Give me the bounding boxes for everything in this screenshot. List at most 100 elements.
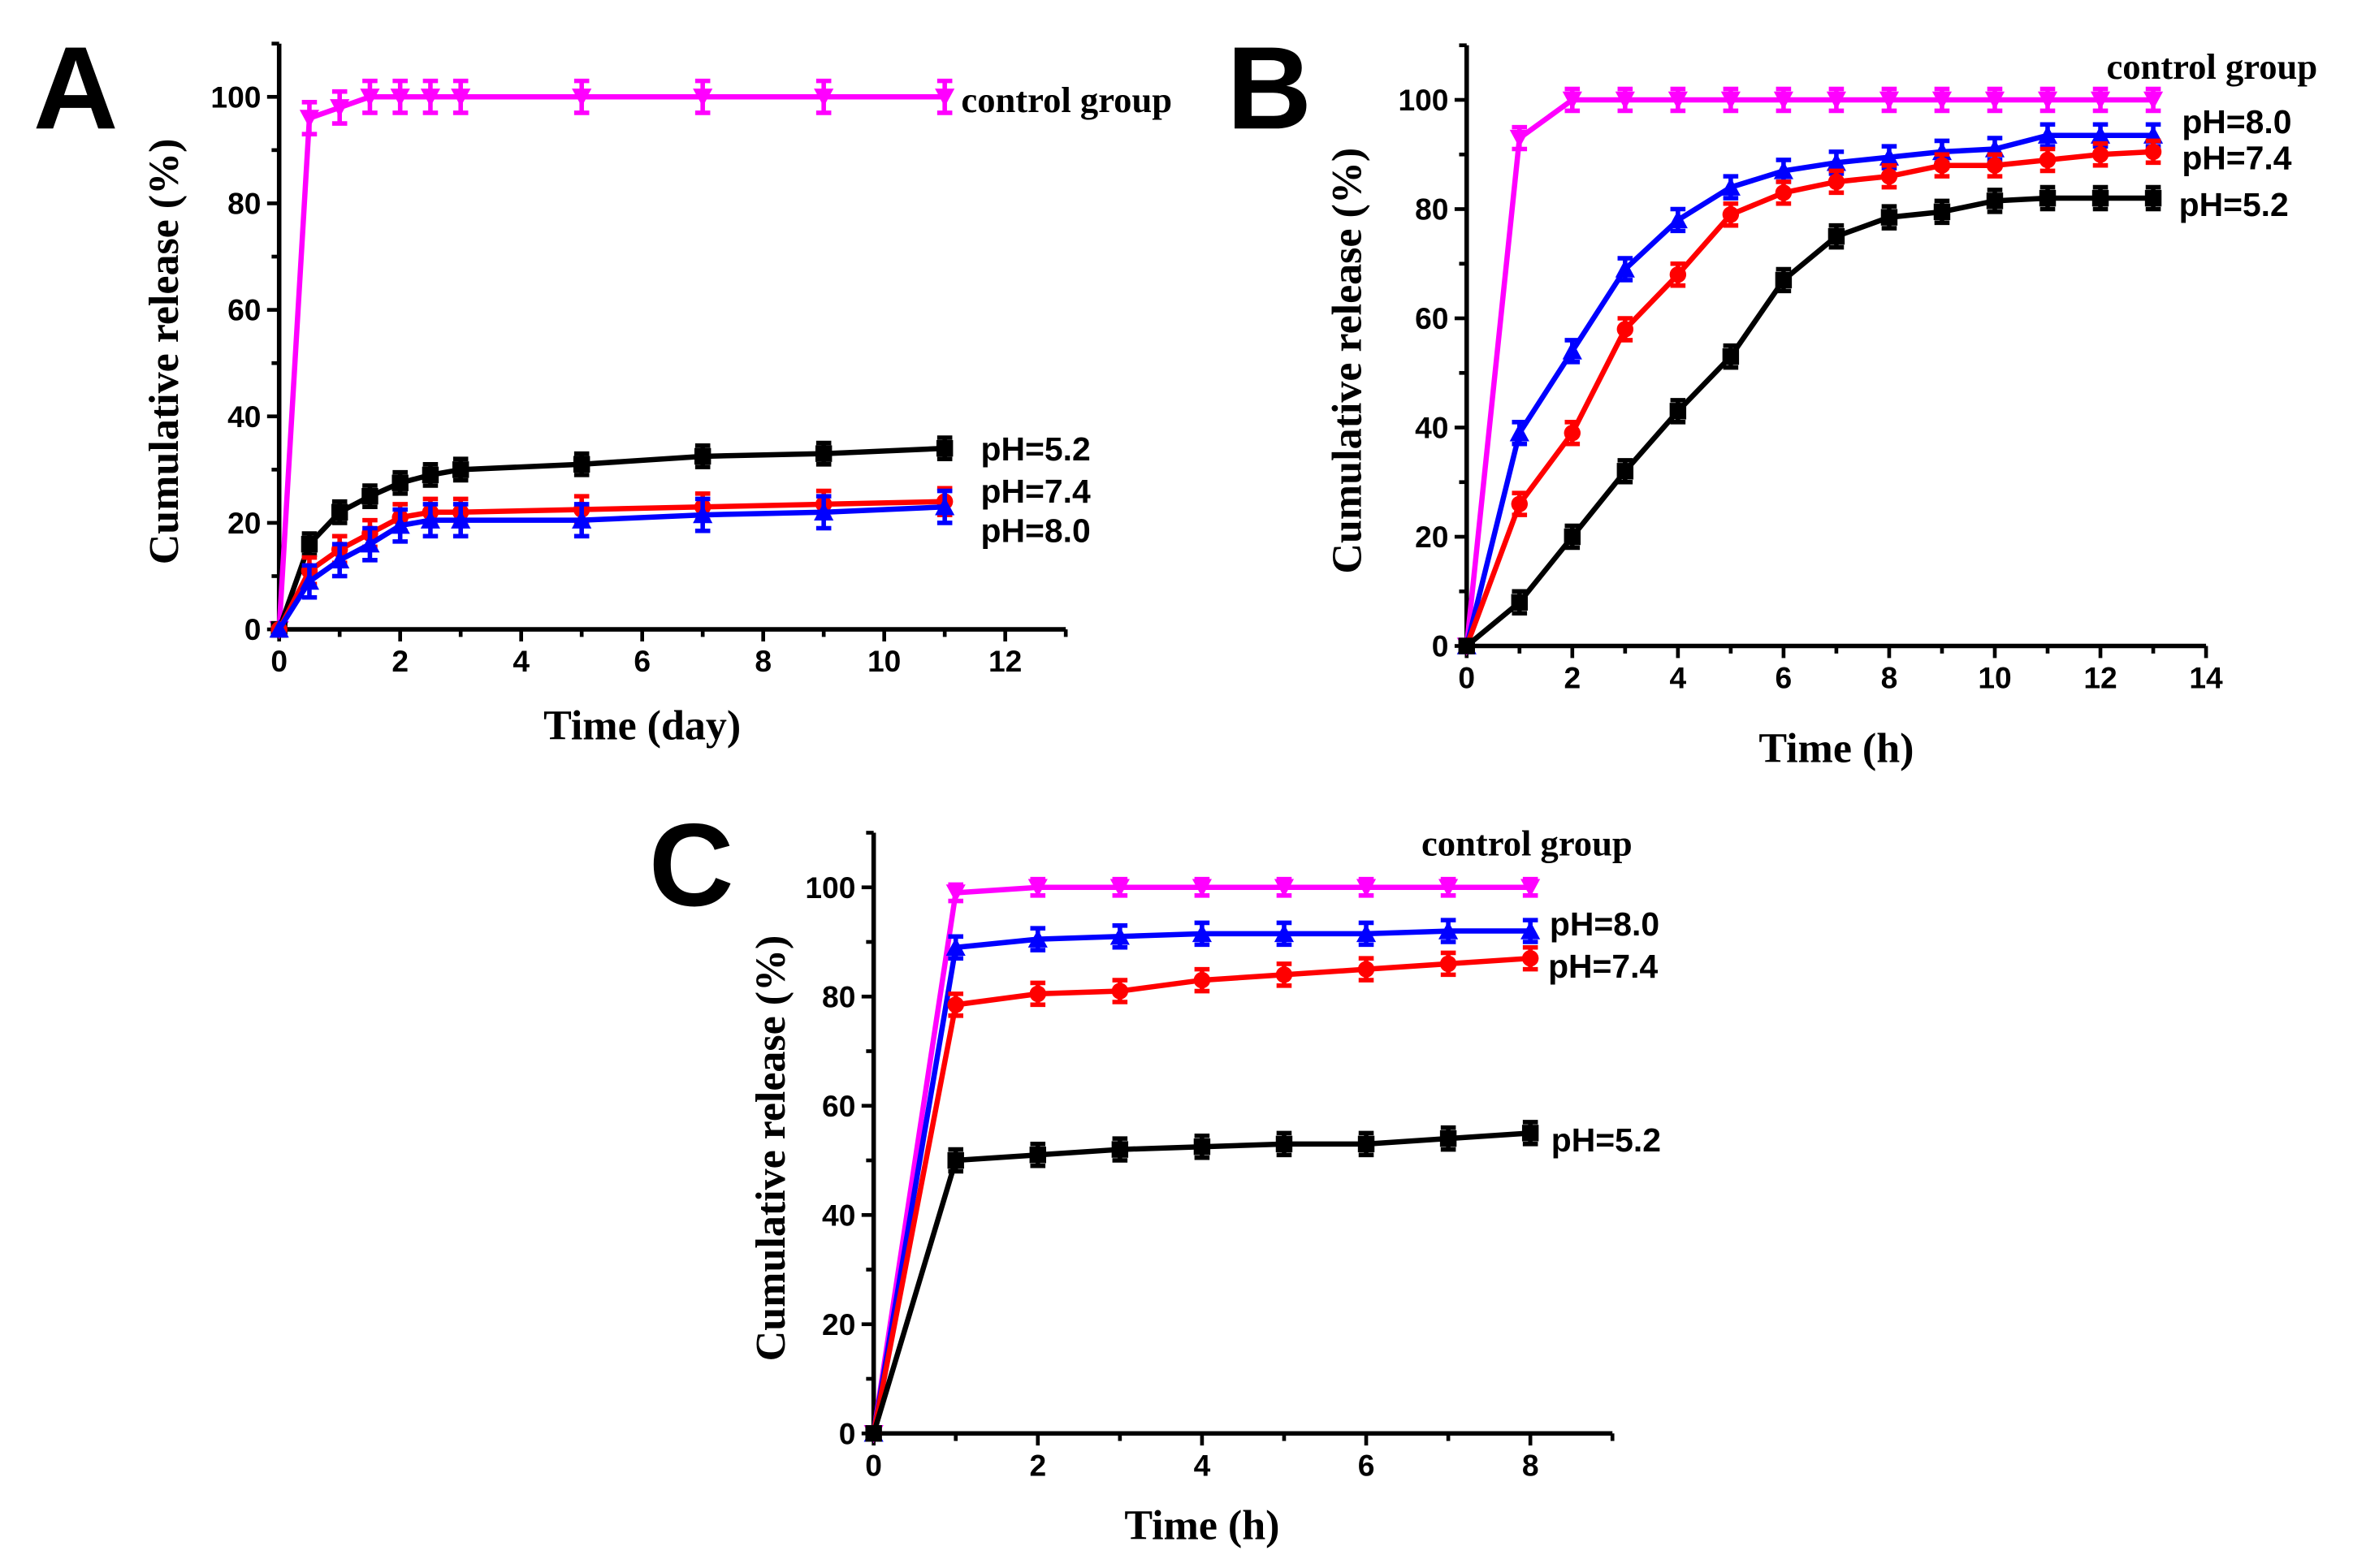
series-label: control group	[961, 80, 1172, 120]
y-tick-label: 100	[210, 80, 261, 114]
x-axis-label: Time (h)	[1124, 1502, 1279, 1549]
series-line	[871, 928, 1531, 1434]
panel-letter: B	[1226, 22, 1312, 153]
x-tick-label: 8	[1522, 1448, 1539, 1482]
series-ph-8-0: pH=8.0	[269, 488, 1091, 638]
y-tick-label: 40	[822, 1198, 855, 1232]
series-ph-5-2: pH=5.2	[270, 430, 1091, 638]
data-point	[2090, 125, 2111, 144]
x-axis-label: Time (day)	[543, 703, 741, 749]
y-tick-label: 0	[1432, 629, 1449, 663]
data-point	[1511, 495, 1529, 512]
x-tick-label: 2	[1564, 661, 1581, 695]
data-point	[1521, 949, 1539, 967]
data-point	[1193, 971, 1211, 989]
x-tick-label: 6	[1358, 1448, 1375, 1482]
x-tick-label: 10	[867, 644, 901, 678]
x-tick-label: 0	[1458, 661, 1475, 695]
data-point	[330, 550, 350, 569]
data-point	[1111, 1141, 1129, 1158]
data-point	[865, 1425, 882, 1442]
data-point	[1356, 879, 1377, 897]
x-tick-label: 6	[1776, 661, 1793, 695]
data-point	[1356, 923, 1377, 943]
data-point	[2037, 125, 2058, 144]
series-ph-8-0: pH=8.0	[863, 905, 1659, 1442]
data-point	[360, 534, 380, 553]
data-point	[1667, 91, 1688, 110]
x-tick-label: 8	[755, 644, 772, 678]
panel-letter: C	[649, 799, 734, 931]
data-point	[572, 89, 592, 107]
data-point	[1562, 341, 1582, 360]
series-line	[871, 955, 1531, 1434]
data-point	[1357, 1135, 1375, 1153]
series-ph-8-0: pH=8.0	[1456, 103, 2291, 654]
data-point	[390, 516, 410, 534]
y-tick-label: 60	[227, 293, 261, 327]
data-point	[1616, 463, 1634, 480]
data-point	[299, 110, 320, 128]
data-point	[1986, 192, 2004, 209]
series-line	[276, 503, 945, 631]
data-point	[1511, 594, 1529, 611]
x-tick-label: 14	[2189, 661, 2223, 695]
x-tick-label: 6	[634, 644, 651, 678]
data-point	[1826, 91, 1846, 110]
data-point	[451, 510, 471, 529]
data-point	[269, 620, 289, 638]
y-tick-label: 80	[822, 979, 855, 1013]
data-point	[1520, 879, 1541, 897]
data-point	[935, 497, 955, 516]
data-point	[360, 89, 380, 107]
data-point	[2091, 146, 2109, 163]
data-point	[1564, 528, 1581, 546]
data-point	[1720, 177, 1741, 196]
y-tick-label: 100	[1399, 83, 1449, 117]
series-label: pH=7.4	[981, 473, 1091, 510]
data-point	[947, 1151, 964, 1169]
x-tick-label: 10	[1978, 661, 2011, 695]
data-point	[1880, 209, 1898, 226]
x-tick-label: 4	[1670, 661, 1687, 695]
y-tick-label: 0	[839, 1416, 856, 1450]
x-tick-label: 12	[988, 644, 1022, 678]
data-point	[1193, 1138, 1211, 1155]
series-label: control group	[2106, 46, 2317, 87]
data-point	[1826, 153, 1846, 171]
data-point	[693, 89, 713, 107]
data-point	[420, 89, 441, 107]
y-tick-label: 20	[822, 1307, 855, 1341]
data-point	[1027, 929, 1048, 948]
data-point	[693, 505, 713, 524]
series-line	[1464, 195, 2154, 649]
data-point	[1722, 206, 1740, 223]
series-label: pH=7.4	[2182, 139, 2291, 176]
y-tick-label: 80	[1415, 192, 1448, 227]
data-point	[1109, 879, 1130, 897]
y-tick-label: 60	[822, 1089, 855, 1123]
data-point	[814, 502, 834, 521]
data-point	[2090, 91, 2111, 110]
data-point	[814, 89, 834, 107]
series-ph-5-2: pH=5.2	[865, 1120, 1661, 1442]
series-ph-7-4: pH=7.4	[270, 473, 1091, 638]
data-point	[452, 461, 469, 478]
data-point	[1029, 1147, 1046, 1164]
series-ph-7-4: pH=7.4	[1458, 138, 2292, 654]
data-point	[1509, 129, 1529, 149]
data-point	[1667, 209, 1688, 229]
data-point	[945, 937, 966, 956]
series-ph-7-4: pH=7.4	[865, 944, 1658, 1442]
data-point	[1562, 91, 1582, 110]
data-point	[1509, 423, 1529, 442]
data-point	[573, 456, 590, 473]
data-point	[1669, 403, 1687, 420]
data-point	[1775, 184, 1793, 201]
data-point	[361, 487, 378, 505]
data-point	[1827, 227, 1845, 245]
data-point	[1720, 91, 1741, 110]
series-line	[1464, 97, 2154, 646]
